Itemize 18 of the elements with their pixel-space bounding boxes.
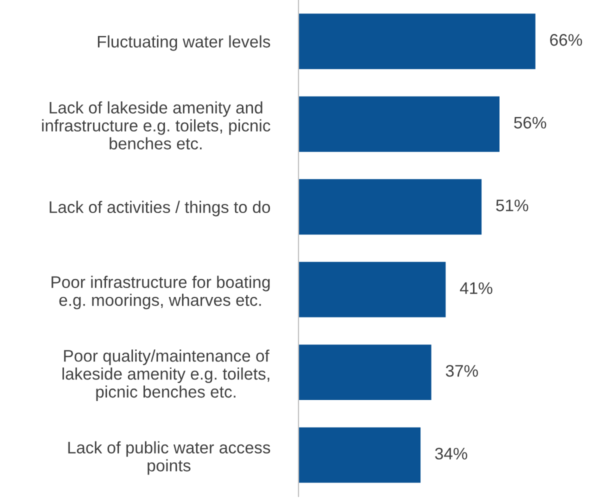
data-label: 37% — [446, 365, 478, 377]
data-label: 41% — [460, 282, 492, 294]
data-label: 56% — [514, 116, 546, 129]
data-label: 34% — [435, 448, 468, 460]
y-tick-label: Fluctuating water levels — [98, 35, 270, 51]
y-tick-label: Lack of activities / things to do — [50, 200, 270, 216]
bar — [298, 427, 421, 483]
bar — [298, 262, 446, 318]
bar — [298, 344, 432, 400]
data-label: 66% — [550, 34, 582, 46]
y-tick-label: Lack of public water access points — [68, 441, 270, 475]
data-label: 51% — [496, 200, 528, 212]
y-tick-label: Lack of lakeside amenity and infrastructure e.g. toilets, picnic benches etc. — [42, 101, 270, 150]
y-tick-label: Poor quality/maintenance of lakeside amenity e.g. toilets, picnic benches etc. — [62, 350, 270, 401]
bar — [298, 14, 536, 70]
bar — [298, 96, 500, 152]
bar — [298, 179, 482, 235]
y-tick-label: Poor infrastructure for boating e.g. moorings, wharves etc. — [52, 276, 270, 310]
